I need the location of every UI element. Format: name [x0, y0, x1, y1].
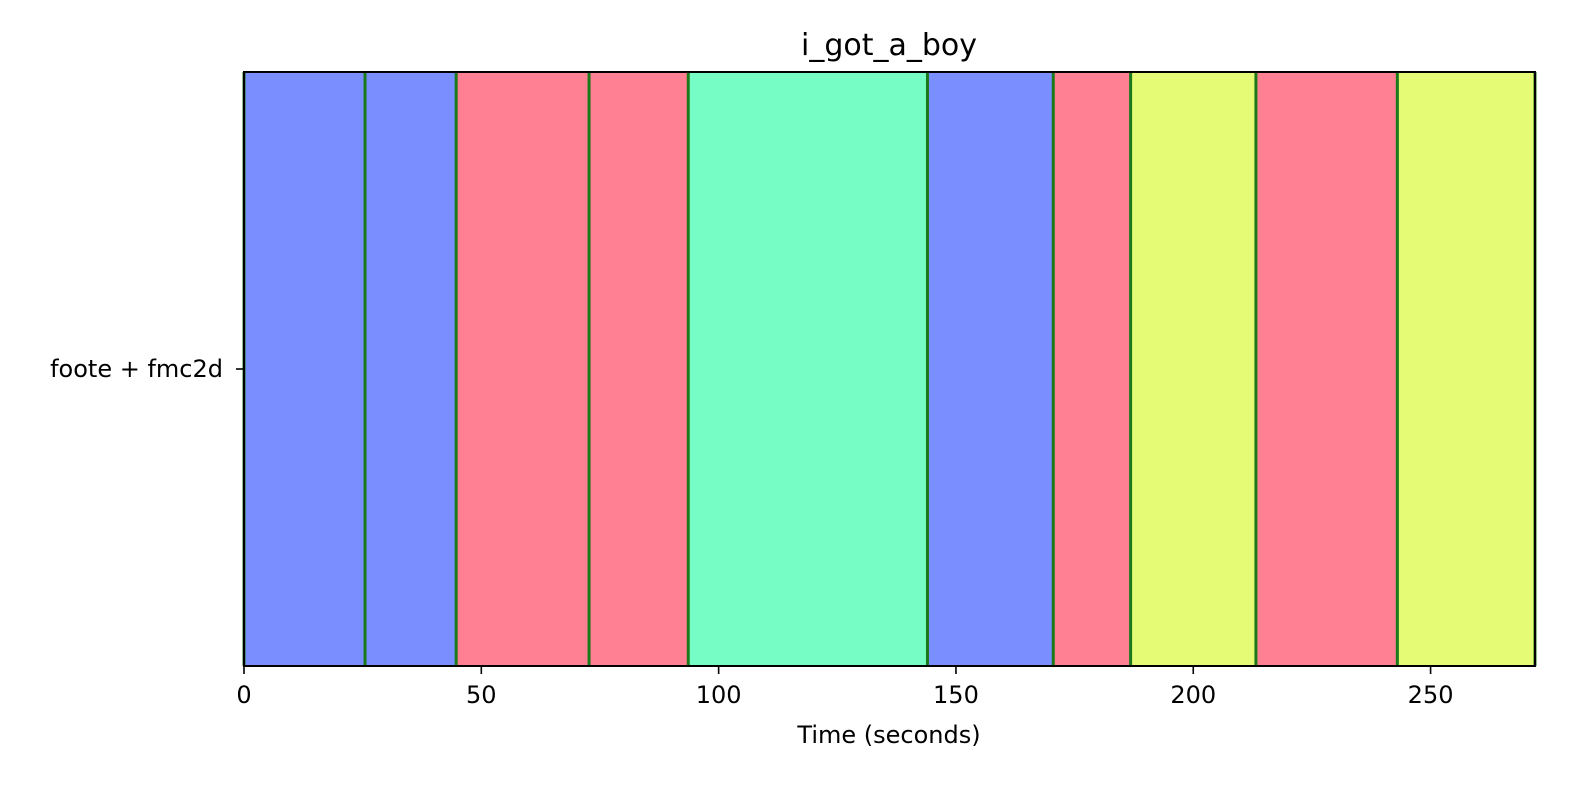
x-tick-label-100: 100 [696, 681, 742, 709]
segment-7 [1053, 72, 1131, 666]
y-axis: foote + fmc2d [50, 355, 244, 383]
x-tick-label-0: 0 [236, 681, 251, 709]
x-axis-label: Time (seconds) [796, 721, 980, 749]
segment-6 [927, 72, 1054, 666]
segments-layer [244, 72, 1535, 666]
x-axis: 0 50 100 150 200 250 [236, 666, 1453, 709]
chart-title: i_got_a_boy [801, 28, 977, 63]
x-tick-label-200: 200 [1170, 681, 1216, 709]
segment-9 [1255, 72, 1398, 666]
segment-10 [1397, 72, 1535, 666]
segment-5 [688, 72, 928, 666]
segment-4 [589, 72, 689, 666]
x-tick-label-150: 150 [933, 681, 979, 709]
segment-2 [365, 72, 457, 666]
x-tick-label-50: 50 [466, 681, 497, 709]
x-tick-label-250: 250 [1408, 681, 1454, 709]
segment-3 [456, 72, 590, 666]
y-tick-label: foote + fmc2d [50, 355, 223, 383]
segment-8 [1130, 72, 1256, 666]
segment-1 [244, 72, 366, 666]
